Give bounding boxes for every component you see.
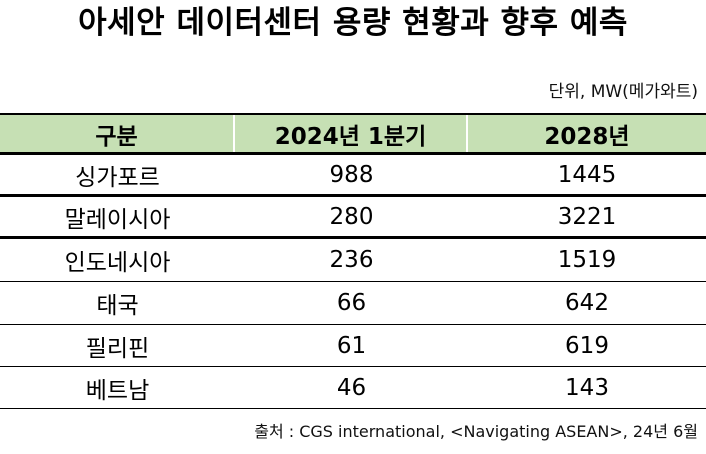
page-title: 아세안 데이터센터 용량 현황과 향후 예측 — [78, 5, 628, 41]
value-2024-q1-cell: 988 — [329, 161, 374, 188]
column-header-2028: 2028년 — [544, 123, 630, 150]
country-cell: 태국 — [96, 293, 139, 319]
value-2028-cell: 642 — [565, 290, 609, 316]
table-row: 베트남 46 143 — [0, 367, 706, 409]
value-2024-q1-cell: 236 — [329, 247, 374, 273]
table-row: 필리핀 61 619 — [0, 325, 706, 367]
capacity-table: 구분 2024년 1분기 2028년 싱가포르 988 1445 말레이시아 2… — [0, 113, 706, 409]
column-header-category: 구분 — [0, 115, 235, 152]
value-2028-cell: 3221 — [557, 203, 617, 230]
value-2028-cell: 619 — [565, 332, 609, 359]
value-2028-cell: 1445 — [557, 161, 617, 188]
country-cell: 싱가포르 — [75, 164, 160, 191]
value-2028-cell: 143 — [565, 374, 609, 401]
value-2028-cell: 1519 — [557, 247, 617, 273]
table-header-row: 구분 2024년 1분기 2028년 — [0, 113, 706, 155]
country-cell: 필리핀 — [85, 335, 150, 362]
unit-label: 단위, MW(메가와트) — [548, 82, 698, 102]
table-row: 태국 66 642 — [0, 282, 706, 325]
value-2024-q1-cell: 61 — [336, 332, 367, 359]
column-header-2024-q1: 2024년 1분기 — [235, 115, 468, 152]
source-note: 출처 : CGS international, <Navigating ASEA… — [254, 422, 698, 441]
value-2024-q1-cell: 280 — [329, 203, 374, 230]
table-row: 인도네시아 236 1519 — [0, 239, 706, 282]
table-row: 싱가포르 988 1445 — [0, 155, 706, 197]
table-row: 말레이시아 280 3221 — [0, 197, 706, 239]
value-2024-q1-cell: 66 — [336, 290, 367, 316]
country-cell: 말레이시아 — [64, 206, 171, 233]
country-cell: 베트남 — [85, 377, 150, 404]
value-2024-q1-cell: 46 — [336, 374, 367, 401]
country-cell: 인도네시아 — [64, 250, 171, 276]
